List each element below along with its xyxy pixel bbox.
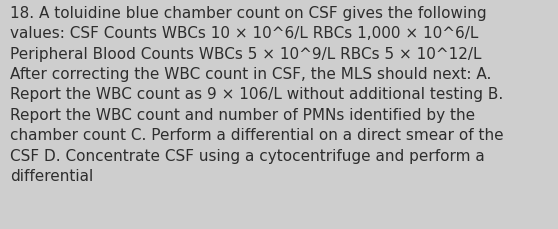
Text: 18. A toluidine blue chamber count on CSF gives the following
values: CSF Counts: 18. A toluidine blue chamber count on CS… (10, 6, 504, 183)
